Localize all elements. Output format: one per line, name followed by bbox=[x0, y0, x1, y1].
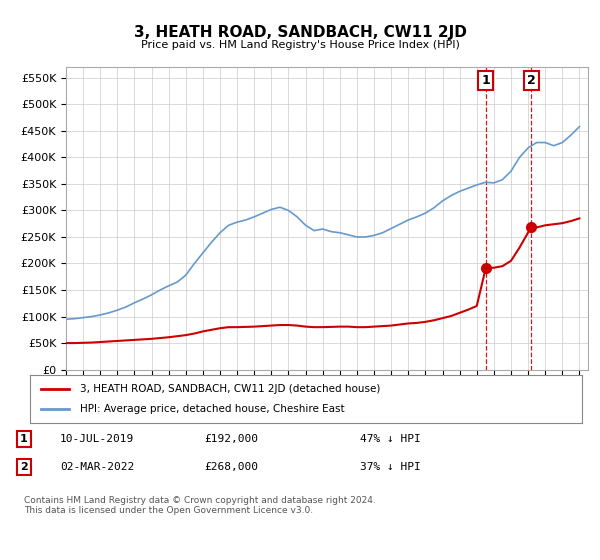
Text: Contains HM Land Registry data © Crown copyright and database right 2024.
This d: Contains HM Land Registry data © Crown c… bbox=[24, 496, 376, 515]
Text: HPI: Average price, detached house, Cheshire East: HPI: Average price, detached house, Ches… bbox=[80, 404, 344, 414]
Text: 3, HEATH ROAD, SANDBACH, CW11 2JD: 3, HEATH ROAD, SANDBACH, CW11 2JD bbox=[134, 25, 466, 40]
Text: £192,000: £192,000 bbox=[204, 434, 258, 444]
Text: 2: 2 bbox=[527, 74, 535, 87]
Text: £268,000: £268,000 bbox=[204, 462, 258, 472]
Text: 02-MAR-2022: 02-MAR-2022 bbox=[60, 462, 134, 472]
Text: 2: 2 bbox=[20, 462, 28, 472]
Text: 3, HEATH ROAD, SANDBACH, CW11 2JD (detached house): 3, HEATH ROAD, SANDBACH, CW11 2JD (detac… bbox=[80, 384, 380, 394]
Text: Price paid vs. HM Land Registry's House Price Index (HPI): Price paid vs. HM Land Registry's House … bbox=[140, 40, 460, 50]
Text: 37% ↓ HPI: 37% ↓ HPI bbox=[360, 462, 421, 472]
Text: 1: 1 bbox=[481, 74, 490, 87]
Text: 10-JUL-2019: 10-JUL-2019 bbox=[60, 434, 134, 444]
Text: 1: 1 bbox=[20, 434, 28, 444]
Text: 47% ↓ HPI: 47% ↓ HPI bbox=[360, 434, 421, 444]
